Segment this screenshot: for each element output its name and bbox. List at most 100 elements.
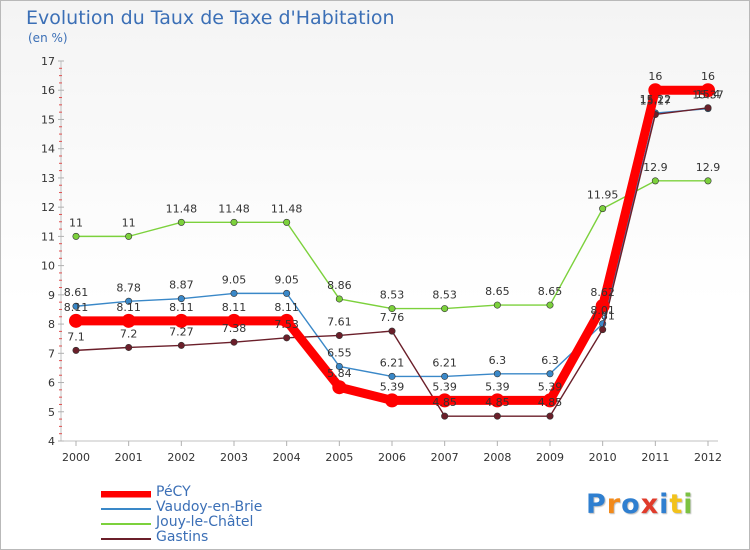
- data-label: 8.62: [590, 286, 615, 299]
- data-label: 7.76: [380, 311, 405, 324]
- y-tick-label: 9: [48, 289, 55, 302]
- data-label: 8.65: [485, 285, 510, 298]
- data-label: 16: [648, 70, 662, 83]
- data-point: [72, 346, 80, 354]
- data-point: [72, 302, 80, 310]
- data-point: [648, 83, 663, 98]
- data-label: 15.37: [692, 89, 724, 102]
- x-tick-label: 2009: [536, 451, 564, 464]
- data-label: 8.53: [380, 289, 405, 302]
- data-point: [441, 412, 449, 420]
- data-label: 5.84: [327, 367, 352, 380]
- data-label: 9.05: [274, 273, 299, 286]
- logo-letter: x: [640, 489, 660, 520]
- data-point: [177, 341, 185, 349]
- data-label: 8.11: [222, 301, 247, 314]
- x-tick-label: 2002: [167, 451, 195, 464]
- data-point: [335, 362, 343, 370]
- data-point: [437, 393, 452, 408]
- data-label: 7.27: [169, 325, 194, 338]
- legend-swatch: [101, 523, 151, 525]
- legend-swatch: [101, 538, 151, 540]
- data-label: 7.53: [274, 318, 299, 331]
- data-label: 4.85: [538, 396, 563, 409]
- series-line-0: [76, 85, 708, 405]
- y-tick-label: 13: [41, 172, 55, 185]
- data-point: [493, 301, 501, 309]
- data-point: [69, 313, 83, 328]
- data-point: [125, 343, 133, 351]
- data-point: [230, 338, 238, 346]
- data-point: [125, 297, 133, 305]
- data-label: 11: [122, 216, 136, 229]
- data-label: 8.11: [116, 301, 141, 314]
- y-tick-label: 7: [48, 347, 55, 360]
- proxiti-logo: Proxiti: [586, 489, 694, 520]
- data-label: 7.1: [67, 330, 85, 343]
- x-tick-label: 2003: [220, 451, 248, 464]
- data-point: [546, 301, 554, 309]
- data-point: [72, 232, 80, 240]
- data-point: [177, 218, 185, 226]
- legend-label: Jouy-le-Châtel: [156, 514, 254, 530]
- data-label: 15.22: [640, 93, 672, 106]
- data-point: [441, 305, 449, 313]
- data-point: [599, 205, 607, 213]
- data-label: 6.55: [327, 346, 352, 359]
- y-tick-label: 4: [48, 435, 55, 448]
- data-point: [335, 331, 343, 339]
- data-point: [490, 393, 505, 408]
- logo-letter: r: [606, 489, 622, 520]
- data-point: [385, 393, 399, 408]
- x-tick-label: 2010: [589, 451, 617, 464]
- y-tick-label: 15: [41, 113, 55, 126]
- data-label: 11.95: [587, 189, 619, 202]
- data-point: [283, 218, 291, 226]
- logo-letter: i: [683, 489, 694, 520]
- x-tick-label: 2007: [431, 451, 459, 464]
- data-point: [227, 313, 241, 328]
- unit-label: (en %): [28, 31, 68, 45]
- data-label: 7.38: [222, 322, 247, 335]
- y-tick-label: 5: [48, 406, 55, 419]
- logo-letter: t: [669, 489, 684, 520]
- data-label: 8.01: [590, 304, 615, 317]
- data-point: [388, 305, 396, 313]
- logo-letter: P: [586, 489, 607, 520]
- logo-letter: i: [659, 489, 670, 520]
- y-tick-label: 12: [41, 201, 55, 214]
- data-point: [493, 412, 501, 420]
- x-tick-label: 2012: [694, 451, 722, 464]
- data-label: 12.9: [696, 161, 721, 174]
- data-label: 9.05: [222, 273, 247, 286]
- data-point: [174, 313, 189, 328]
- data-point: [230, 289, 238, 297]
- data-point: [230, 218, 238, 226]
- data-label: 11: [69, 216, 83, 229]
- data-label: 12.9: [643, 161, 668, 174]
- data-label: 6.3: [489, 354, 507, 367]
- data-point: [279, 313, 294, 328]
- y-tick-label: 8: [48, 318, 55, 331]
- line-chart: 4 5 6 7 8 9 10 11 12 13 14 15 16 17 2000 2001 2002 2003 20…: [41, 55, 724, 464]
- data-label: 8.11: [64, 301, 89, 314]
- x-tick-label: 2005: [325, 451, 353, 464]
- x-tick-label: 2000: [62, 451, 90, 464]
- data-point: [651, 177, 659, 185]
- data-label: 8.61: [64, 286, 89, 299]
- data-label: 4.85: [432, 396, 457, 409]
- data-label: 8.86: [327, 279, 352, 292]
- y-tick-label: 11: [41, 230, 55, 243]
- legend-label: Vaudoy-en-Brie: [156, 499, 263, 515]
- y-tick-label: 16: [41, 84, 55, 97]
- data-point: [595, 298, 610, 313]
- legend-label: Gastins: [156, 529, 209, 545]
- data-label: 5.39: [538, 380, 563, 393]
- data-point: [283, 334, 291, 342]
- data-label: 8.65: [538, 285, 563, 298]
- legend-swatch: [101, 508, 151, 510]
- x-tick-label: 2004: [273, 451, 301, 464]
- chart-title: Evolution du Taux de Taxe d'Habitation: [26, 7, 395, 29]
- data-label: 5.39: [432, 380, 457, 393]
- data-label: 7.61: [327, 315, 352, 328]
